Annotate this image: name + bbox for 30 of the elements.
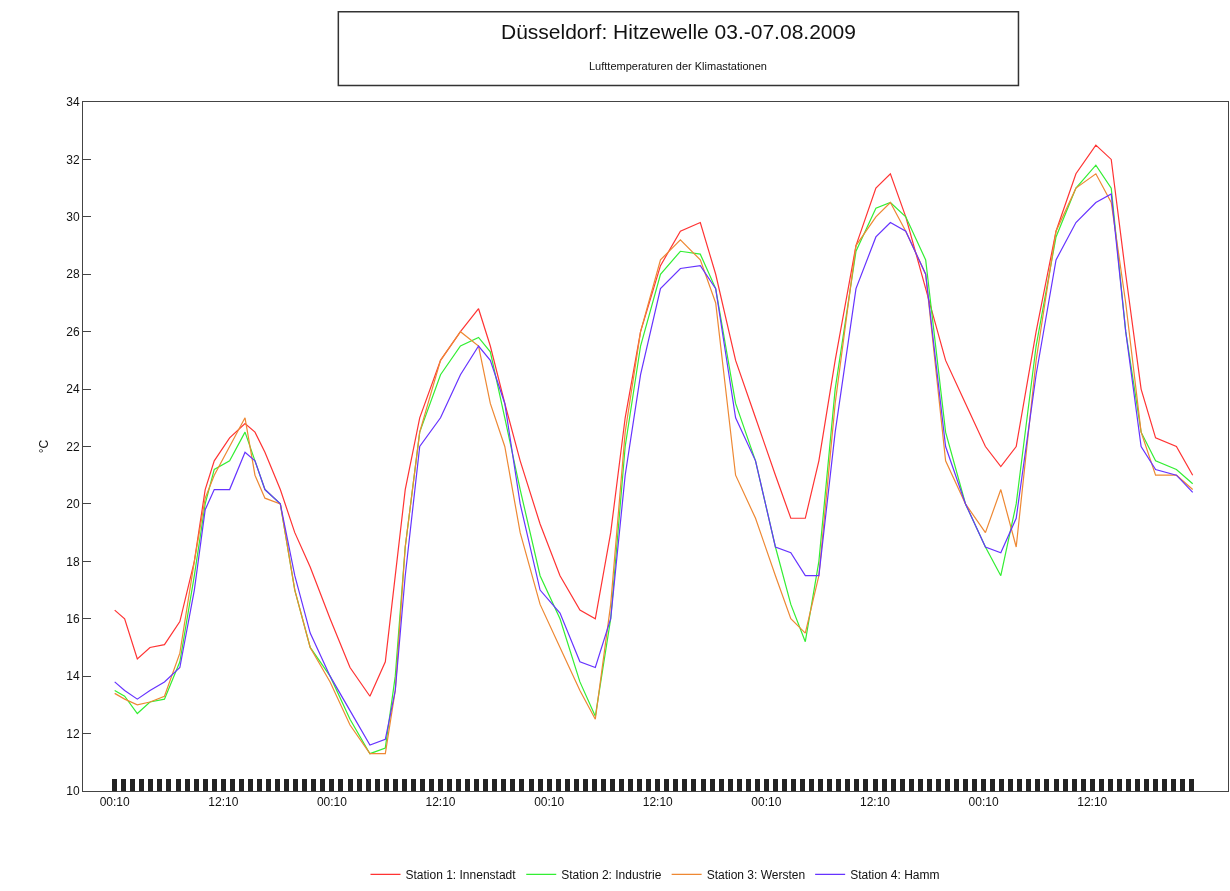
x-tick-label: 00:10 [751,795,782,810]
x-tick-label: 12:10 [425,795,456,810]
x-tick-label: 12:10 [208,795,239,810]
y-tick-label: 20 [66,497,80,512]
x-tick-label: 00:10 [316,795,348,810]
legend-label: Station 4: Hamm [850,868,940,883]
y-tick-label: 26 [66,324,80,339]
y-tick-label: 10 [66,784,80,799]
x-tick-label: 12:10 [1077,795,1108,810]
y-tick-label: 14 [66,669,80,684]
x-tick-label: 12:10 [859,795,891,810]
y-tick-label: 32 [66,152,80,167]
y-axis-title: °C [36,439,51,454]
x-tick-label: 12:10 [642,795,674,810]
y-tick-label: 16 [66,611,80,626]
y-tick-label: 30 [66,210,80,225]
x-tick-label: 00:10 [968,795,999,810]
y-tick-label: 28 [66,267,80,282]
y-tick-label: 12 [66,726,80,741]
legend-label: Station 2: Industrie [561,868,662,883]
x-tick-label: 00:10 [534,795,565,810]
x-tick-label: 00:10 [99,795,131,810]
y-tick-label: 24 [66,382,80,397]
chart-title: Düsseldorf: Hitzewelle 03.-07.08.2009 [501,20,856,43]
legend-label: Station 1: Innenstadt [405,868,517,883]
y-tick-label: 18 [66,554,80,569]
legend-label: Station 3: Wersten [706,868,806,883]
y-tick-label: 34 [66,95,80,110]
y-tick-label: 22 [66,439,80,454]
chart-subtitle: Lufttemperaturen der Klimastationen [589,60,767,72]
